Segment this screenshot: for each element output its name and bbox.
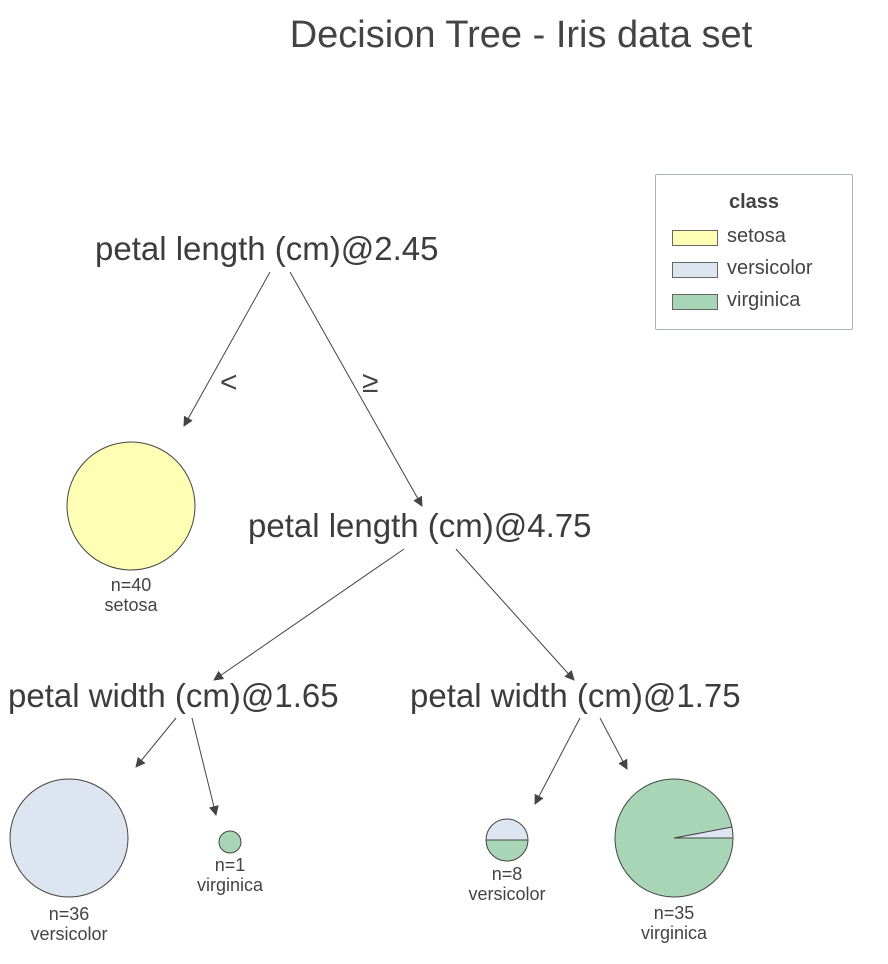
leaf-versicolor-small-count: n=8 — [491, 864, 523, 884]
leaf-virginica-count: n=35 — [653, 903, 695, 923]
legend-swatch-versicolor — [672, 262, 718, 278]
edge-root-left — [183, 271, 271, 427]
leaf-virginica-label: n=35 virginica — [604, 903, 744, 943]
edges — [135, 271, 628, 816]
split-node3: petal width (cm)@1.65 — [8, 677, 339, 714]
legend-title: class — [728, 191, 780, 213]
edge-root-right — [289, 271, 423, 507]
leaf-virginica-small-pie — [218, 830, 242, 854]
leaf-virginica-small-count: n=1 — [214, 855, 246, 875]
leaf-versicolor-count: n=36 — [48, 904, 90, 924]
edge-node3-right — [191, 717, 219, 816]
leaf-versicolor-small-pie — [485, 818, 529, 862]
pie-slice-virginica — [218, 830, 242, 854]
edge-node2-right — [455, 548, 575, 681]
legend-label-versicolor: versicolor — [727, 257, 813, 279]
leaf-setosa-class: setosa — [104, 595, 158, 615]
leaf-virginica-class: virginica — [640, 923, 708, 943]
leaf-setosa-pie — [66, 441, 196, 571]
leaf-setosa-count: n=40 — [110, 575, 152, 595]
leaf-versicolor-small-class: versicolor — [468, 884, 546, 904]
edge-node2-left — [213, 548, 405, 681]
legend: class setosa versicolor virginica — [655, 174, 853, 330]
legend-swatch-setosa — [672, 230, 718, 246]
leaf-setosa-label: n=40 setosa — [61, 575, 201, 615]
pie-slice-versicolor — [9, 778, 129, 898]
split-node4: petal width (cm)@1.75 — [410, 677, 741, 714]
legend-label-setosa: setosa — [727, 225, 786, 247]
leaf-virginica-small-class: virginica — [196, 875, 264, 895]
leaf-versicolor-class: versicolor — [30, 924, 108, 944]
leaf-versicolor-small-label: n=8 versicolor — [437, 864, 577, 904]
leaf-versicolor-label: n=36 versicolor — [0, 904, 139, 944]
pie-slice-setosa — [66, 441, 196, 571]
pie-slice-virginica — [485, 839, 529, 862]
diagram-title: Decision Tree - Iris data set — [289, 14, 753, 56]
pie-slice-virginica — [614, 778, 734, 898]
leaf-versicolor-pie — [9, 778, 129, 898]
leaf-virginica-small-label: n=1 virginica — [160, 855, 300, 895]
legend-label-virginica: virginica — [727, 289, 801, 311]
leaf-virginica-pie — [614, 778, 734, 898]
edge-node3-left — [135, 717, 177, 768]
edge-label-greater-equal: ≥ — [362, 366, 379, 399]
pie-slice-versicolor — [485, 818, 529, 841]
edge-node4-left — [534, 717, 581, 805]
edge-node4-right — [599, 717, 628, 770]
edge-label-less: < — [220, 366, 238, 399]
legend-swatch-virginica — [672, 294, 718, 310]
split-node2: petal length (cm)@4.75 — [248, 507, 592, 544]
split-root: petal length (cm)@2.45 — [95, 230, 439, 267]
